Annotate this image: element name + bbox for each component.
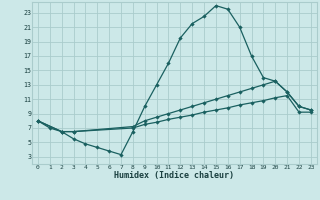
X-axis label: Humidex (Indice chaleur): Humidex (Indice chaleur) xyxy=(115,171,234,180)
